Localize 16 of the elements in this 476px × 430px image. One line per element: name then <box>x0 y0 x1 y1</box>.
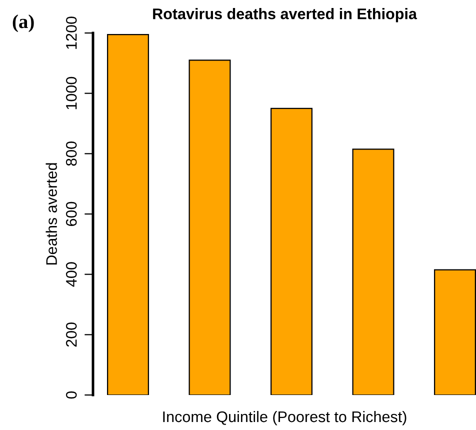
y-tick-label: 600 <box>66 202 77 226</box>
chart-title: Rotavirus deaths averted in Ethiopia <box>153 8 418 22</box>
bar <box>270 108 312 395</box>
y-tick-label: 0 <box>66 391 77 399</box>
y-axis-title: Deaths averted <box>46 163 57 265</box>
bar <box>434 269 476 395</box>
text: (a) <box>12 14 34 32</box>
bar <box>188 60 231 395</box>
x-axis-title: Income Quintile (Poorest to Richest) <box>163 410 406 426</box>
y-tick-label: 1000 <box>66 76 77 110</box>
bar <box>107 34 149 395</box>
bar <box>352 148 394 395</box>
y-tick-label: 400 <box>66 262 77 287</box>
y-tick-label: 200 <box>66 322 77 347</box>
y-tick-label: 1200 <box>66 16 77 49</box>
y-tick-label: 800 <box>66 142 77 166</box>
